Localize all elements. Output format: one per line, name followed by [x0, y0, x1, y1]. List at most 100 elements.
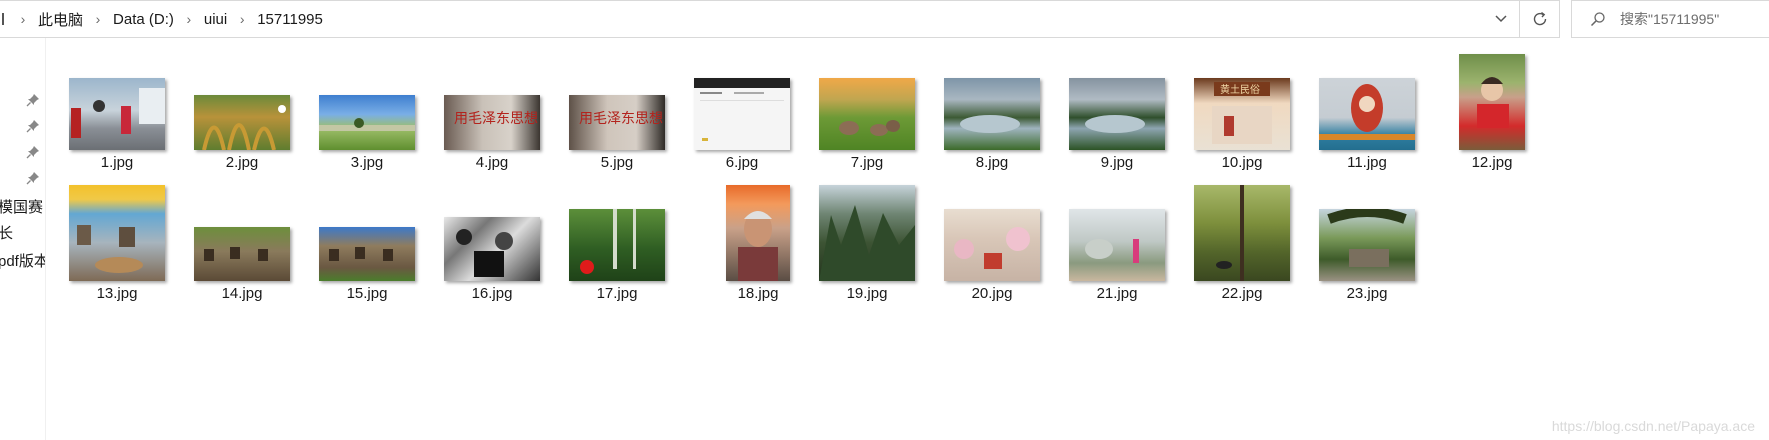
image-thumbnail[interactable]: [944, 209, 1040, 281]
image-thumbnail[interactable]: [1319, 78, 1415, 150]
file-name-label[interactable]: 17.jpg: [596, 285, 638, 302]
file-name-label[interactable]: 16.jpg: [471, 285, 513, 302]
file-name-label[interactable]: 12.jpg: [1471, 154, 1513, 171]
nav-item-label[interactable]: 模国赛: [0, 199, 44, 216]
file-name-label[interactable]: 5.jpg: [600, 154, 634, 171]
image-thumbnail[interactable]: [944, 78, 1040, 150]
search-input[interactable]: 搜索"15711995": [1620, 11, 1720, 27]
search-box[interactable]: 搜索"15711995": [1571, 0, 1769, 38]
image-thumbnail[interactable]: 用毛泽东思想: [444, 95, 540, 150]
file-item[interactable]: 19.jpg: [807, 177, 927, 303]
image-thumbnail[interactable]: [69, 78, 165, 150]
file-name-label[interactable]: 4.jpg: [475, 154, 509, 171]
file-name-label[interactable]: 19.jpg: [846, 285, 888, 302]
breadcrumb-current-folder[interactable]: 15711995: [257, 10, 323, 28]
file-name-label[interactable]: 1.jpg: [100, 154, 134, 171]
file-name-label[interactable]: 18.jpg: [737, 285, 779, 302]
file-item[interactable]: 黄土民俗 10.jpg: [1182, 46, 1302, 172]
file-item[interactable]: 18.jpg: [698, 177, 818, 303]
chevron-right-icon[interactable]: ›: [186, 11, 192, 27]
file-item[interactable]: 12.jpg: [1432, 46, 1552, 172]
file-item[interactable]: 1.jpg: [57, 46, 177, 172]
file-item[interactable]: 20.jpg: [932, 177, 1052, 303]
image-thumbnail[interactable]: [444, 217, 540, 281]
file-item[interactable]: 8.jpg: [932, 46, 1052, 172]
file-item[interactable]: 9.jpg: [1057, 46, 1177, 172]
thumbnail-frame: [307, 177, 427, 281]
chevron-right-icon[interactable]: ›: [239, 11, 245, 27]
file-name-label[interactable]: 21.jpg: [1096, 285, 1138, 302]
thumbnail-frame: [932, 46, 1052, 150]
file-name-label[interactable]: 7.jpg: [850, 154, 884, 171]
file-item[interactable]: 用毛泽东思想 5.jpg: [557, 46, 677, 172]
file-item[interactable]: 13.jpg: [57, 177, 177, 303]
file-name-label[interactable]: 3.jpg: [350, 154, 384, 171]
file-name-label[interactable]: 2.jpg: [225, 154, 259, 171]
file-name-label[interactable]: 10.jpg: [1221, 154, 1263, 171]
image-thumbnail[interactable]: [194, 95, 290, 150]
image-thumbnail[interactable]: [194, 227, 290, 281]
file-name-label[interactable]: 8.jpg: [975, 154, 1009, 171]
image-thumbnail[interactable]: [819, 185, 915, 281]
breadcrumb-uiui[interactable]: uiui: [203, 10, 228, 28]
image-thumbnail[interactable]: [319, 95, 415, 150]
file-name-label[interactable]: 15.jpg: [346, 285, 388, 302]
file-name-label[interactable]: 23.jpg: [1346, 285, 1388, 302]
thumbnail-detail: 用毛泽东思想: [579, 111, 663, 127]
file-item[interactable]: 15.jpg: [307, 177, 427, 303]
file-name-label[interactable]: 13.jpg: [96, 285, 138, 302]
file-item[interactable]: 22.jpg: [1182, 177, 1302, 303]
file-item[interactable]: 21.jpg: [1057, 177, 1177, 303]
file-name-label[interactable]: 9.jpg: [1100, 154, 1134, 171]
nav-item-label[interactable]: 长: [0, 222, 13, 243]
image-thumbnail[interactable]: [819, 78, 915, 150]
file-name-label[interactable]: 14.jpg: [221, 285, 263, 302]
thumbnail-frame: 用毛泽东思想: [557, 46, 677, 150]
svg-text:用毛泽东思想: 用毛泽东思想: [579, 111, 663, 127]
breadcrumb-data-drive[interactable]: Data (D:): [113, 10, 174, 28]
refresh-button[interactable]: [1520, 1, 1560, 37]
image-thumbnail[interactable]: [726, 185, 790, 281]
file-item[interactable]: 11.jpg: [1307, 46, 1427, 172]
file-item[interactable]: 16.jpg: [432, 177, 552, 303]
file-item[interactable]: 14.jpg: [182, 177, 302, 303]
address-history-button[interactable]: [1484, 1, 1518, 37]
image-thumbnail[interactable]: [1459, 54, 1525, 150]
image-thumbnail[interactable]: 用毛泽东思想: [569, 95, 665, 150]
file-list-view[interactable]: 1.jpg 2.jpg 3.jpg 用毛泽东思想 4.jpg 用毛泽东思想 5.jpg 6.j…: [47, 38, 1769, 440]
file-item[interactable]: 2.jpg: [182, 46, 302, 172]
file-item[interactable]: 23.jpg: [1307, 177, 1427, 303]
chevron-right-icon[interactable]: ›: [20, 11, 26, 27]
file-item[interactable]: 6.jpg: [682, 46, 802, 172]
image-thumbnail[interactable]: 黄土民俗: [1194, 78, 1290, 150]
thumbnail-frame: [698, 177, 818, 281]
file-name-label[interactable]: 11.jpg: [1347, 154, 1387, 171]
file-item[interactable]: 用毛泽东思想 4.jpg: [432, 46, 552, 172]
refresh-icon: [1533, 11, 1547, 26]
file-item[interactable]: 7.jpg: [807, 46, 927, 172]
file-name-label[interactable]: 6.jpg: [725, 154, 759, 171]
address-bar[interactable]: › 此电脑 › Data (D:) › uiui › 15711995: [0, 0, 1560, 38]
image-thumbnail[interactable]: [69, 185, 165, 281]
chevron-right-icon[interactable]: ›: [95, 11, 101, 27]
thumbnail-frame: [682, 46, 802, 150]
thumbnail-detail: [954, 227, 1030, 269]
breadcrumb-this-pc[interactable]: 此电脑: [38, 11, 84, 29]
thumbnail-detail: [1327, 209, 1407, 267]
file-name-label[interactable]: 20.jpg: [971, 285, 1013, 302]
thumbnail-detail: [839, 120, 900, 136]
file-item[interactable]: 17.jpg: [557, 177, 677, 303]
image-thumbnail[interactable]: [319, 227, 415, 281]
nav-item-label[interactable]: pdf版本: [0, 253, 46, 270]
image-thumbnail[interactable]: [1319, 209, 1415, 281]
navigation-pane[interactable]: 模国赛 长 pdf版本: [0, 38, 46, 440]
file-item[interactable]: 3.jpg: [307, 46, 427, 172]
image-thumbnail[interactable]: [1069, 78, 1165, 150]
thumbnail-detail: [1216, 185, 1244, 281]
image-thumbnail[interactable]: [694, 78, 790, 150]
thumbnail-detail: [580, 209, 636, 274]
file-name-label[interactable]: 22.jpg: [1221, 285, 1263, 302]
image-thumbnail[interactable]: [569, 209, 665, 281]
image-thumbnail[interactable]: [1069, 209, 1165, 281]
image-thumbnail[interactable]: [1194, 185, 1290, 281]
